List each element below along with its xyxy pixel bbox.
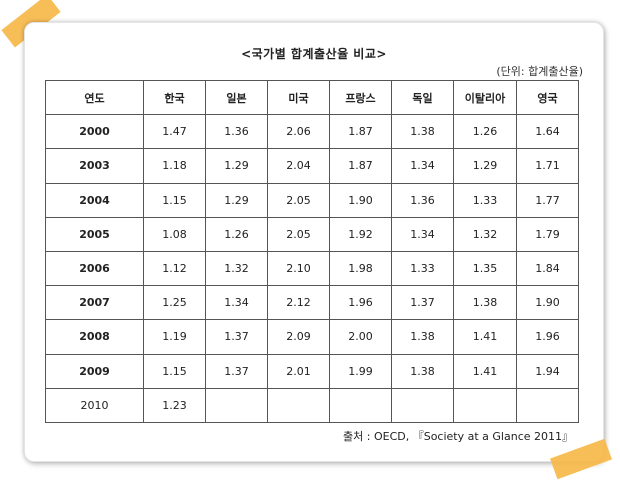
value-cell [516, 387, 579, 423]
table-row: 2007 1.25 1.34 2.12 1.96 1.37 1.38 1.90 [45, 285, 579, 321]
value-cell: 1.36 [205, 114, 268, 150]
value-cell [453, 387, 517, 423]
table-row: 2008 1.19 1.37 2.09 2.00 1.38 1.41 1.96 [45, 319, 579, 355]
col-header: 미국 [267, 79, 330, 116]
value-cell: 1.38 [391, 114, 454, 150]
value-cell: 1.71 [516, 148, 579, 184]
col-header: 영국 [516, 79, 579, 116]
value-cell: 1.12 [143, 250, 206, 287]
value-cell: 1.29 [205, 148, 268, 184]
source-note: 출처 : OECD, 『Society at a Glance 2011』 [343, 430, 573, 443]
value-cell: 1.36 [391, 182, 454, 218]
value-cell: 1.96 [329, 285, 392, 321]
table-row: 2010 1.23 [45, 387, 579, 423]
value-cell [329, 387, 392, 423]
value-cell: 1.96 [516, 319, 579, 355]
document-card: <국가별 합계출산율 비교> (단위: 합계출산율) 연도 한국 일본 미국 프… [24, 22, 604, 462]
value-cell: 1.87 [329, 148, 392, 184]
value-cell: 1.47 [143, 114, 206, 150]
col-header: 한국 [143, 79, 206, 116]
fertility-rate-table: 연도 한국 일본 미국 프랑스 독일 이탈리아 영국 2000 1.47 1.3… [45, 79, 579, 423]
value-cell: 1.33 [391, 250, 454, 287]
value-cell: 1.38 [391, 319, 454, 355]
value-cell: 1.37 [205, 353, 268, 389]
col-header: 독일 [391, 79, 454, 116]
value-cell: 1.29 [453, 148, 517, 184]
value-cell: 1.94 [516, 353, 579, 389]
year-cell: 2009 [45, 353, 144, 389]
unit-label: (단위: 합계출산율) [496, 65, 583, 78]
table-row: 2000 1.47 1.36 2.06 1.87 1.38 1.26 1.64 [45, 114, 579, 150]
col-header: 일본 [205, 79, 268, 116]
year-cell: 2005 [45, 216, 144, 252]
value-cell: 2.09 [267, 319, 330, 355]
value-cell: 1.92 [329, 216, 392, 252]
value-cell: 1.08 [143, 216, 206, 252]
value-cell: 1.38 [453, 285, 517, 321]
table-row: 2006 1.12 1.32 2.10 1.98 1.33 1.35 1.84 [45, 250, 579, 287]
value-cell: 1.34 [391, 216, 454, 252]
value-cell: 2.01 [267, 353, 330, 389]
col-header: 연도 [45, 79, 144, 116]
value-cell: 1.32 [205, 250, 268, 287]
value-cell: 1.29 [205, 182, 268, 218]
table-row: 2005 1.08 1.26 2.05 1.92 1.34 1.32 1.79 [45, 216, 579, 252]
value-cell: 1.98 [329, 250, 392, 287]
value-cell: 2.10 [267, 250, 330, 287]
value-cell [205, 387, 268, 423]
value-cell: 1.37 [391, 285, 454, 321]
value-cell: 1.41 [453, 319, 517, 355]
col-header: 프랑스 [329, 79, 392, 116]
year-cell: 2003 [45, 148, 144, 184]
value-cell: 1.26 [205, 216, 268, 252]
value-cell: 1.25 [143, 285, 206, 321]
value-cell: 1.34 [391, 148, 454, 184]
year-cell: 2006 [45, 250, 144, 287]
table-title: <국가별 합계출산율 비교> [241, 47, 387, 61]
value-cell [267, 387, 330, 423]
year-cell: 2000 [45, 114, 144, 150]
value-cell: 1.34 [205, 285, 268, 321]
value-cell: 1.90 [516, 285, 579, 321]
value-cell: 2.05 [267, 182, 330, 218]
value-cell: 1.15 [143, 182, 206, 218]
value-cell: 1.79 [516, 216, 579, 252]
value-cell: 2.04 [267, 148, 330, 184]
table-header-row: 연도 한국 일본 미국 프랑스 독일 이탈리아 영국 [45, 79, 579, 116]
value-cell: 1.19 [143, 319, 206, 355]
year-cell: 2008 [45, 319, 144, 355]
table-row: 2004 1.15 1.29 2.05 1.90 1.36 1.33 1.77 [45, 182, 579, 218]
value-cell: 1.18 [143, 148, 206, 184]
value-cell: 1.87 [329, 114, 392, 150]
value-cell: 1.35 [453, 250, 517, 287]
value-cell: 1.64 [516, 114, 579, 150]
value-cell: 1.99 [329, 353, 392, 389]
value-cell: 1.84 [516, 250, 579, 287]
col-header: 이탈리아 [453, 79, 517, 116]
year-cell: 2007 [45, 285, 144, 321]
value-cell: 2.00 [329, 319, 392, 355]
value-cell: 1.41 [453, 353, 517, 389]
value-cell: 1.15 [143, 353, 206, 389]
value-cell: 2.12 [267, 285, 330, 321]
value-cell: 1.33 [453, 182, 517, 218]
table-row: 2009 1.15 1.37 2.01 1.99 1.38 1.41 1.94 [45, 353, 579, 389]
value-cell: 1.77 [516, 182, 579, 218]
value-cell: 1.32 [453, 216, 517, 252]
value-cell: 1.37 [205, 319, 268, 355]
value-cell: 1.90 [329, 182, 392, 218]
value-cell: 1.23 [143, 387, 206, 423]
value-cell: 1.26 [453, 114, 517, 150]
value-cell [391, 387, 454, 423]
year-cell: 2004 [45, 182, 144, 218]
table-row: 2003 1.18 1.29 2.04 1.87 1.34 1.29 1.71 [45, 148, 579, 184]
year-cell: 2010 [45, 387, 144, 423]
value-cell: 2.05 [267, 216, 330, 252]
value-cell: 2.06 [267, 114, 330, 150]
value-cell: 1.38 [391, 353, 454, 389]
